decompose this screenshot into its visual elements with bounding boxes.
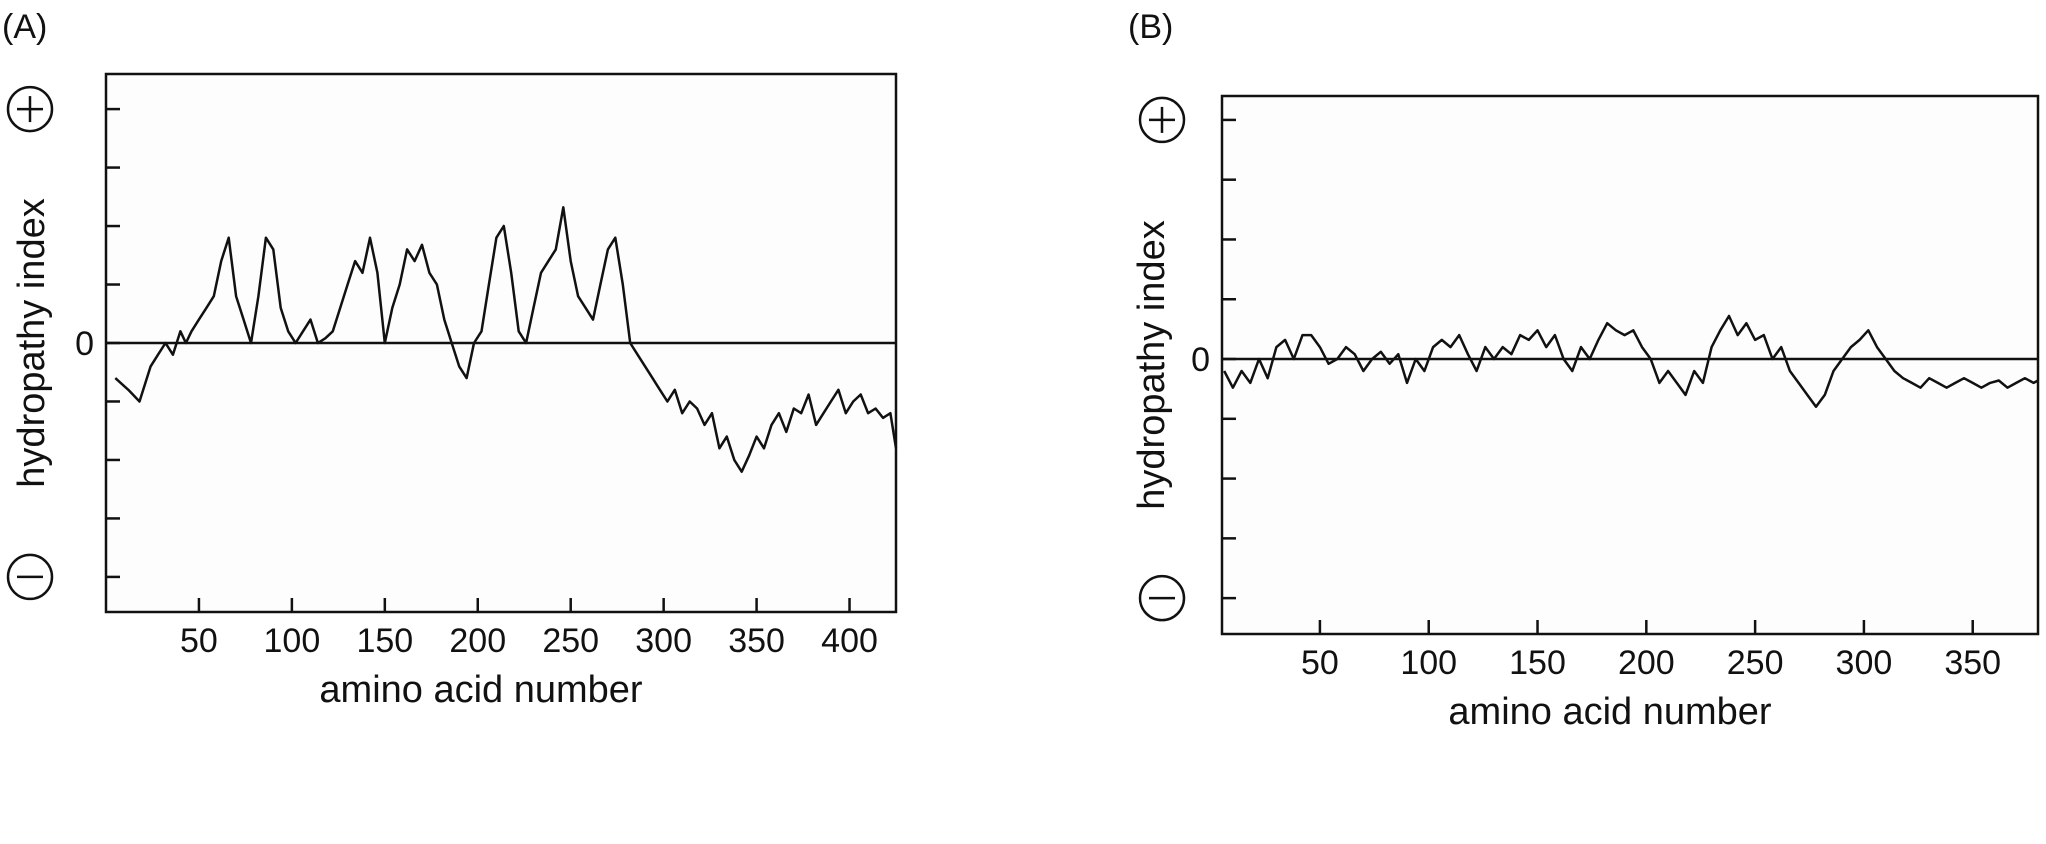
panel-a-plus-sign-icon (6, 85, 54, 133)
panel-b-plot-frame (1220, 94, 2040, 636)
panel-b-x-axis-label: amino acid number (1448, 691, 1772, 733)
panel-a-label: (A) (2, 8, 47, 46)
panel-b-y-axis-label: hydropathy index (1131, 220, 1173, 509)
panel-a-x-tick-label: 150 (356, 622, 413, 660)
panel-a-x-tick-label: 350 (728, 622, 785, 660)
panel-a-x-tick-label: 200 (449, 622, 506, 660)
panel-b-x-tick-label: 100 (1400, 644, 1457, 682)
panel-b-x-tick-label: 300 (1836, 644, 1893, 682)
panel-a-x-tick-label: 100 (264, 622, 321, 660)
panel-b-plus-sign-icon (1138, 96, 1186, 144)
panel-a-y-axis-label: hydropathy index (11, 198, 53, 487)
panel-a-x-axis-label: amino acid number (319, 669, 643, 711)
panel-b-minus-sign-icon (1138, 574, 1186, 622)
panel-a-x-tick-label: 50 (180, 622, 218, 660)
panel-b-x-tick-label: 350 (1944, 644, 2001, 682)
panel-a-minus-sign-icon (6, 553, 54, 601)
panel-b-y-tick-label: 0 (1191, 341, 1210, 379)
panel-a-x-tick-label: 250 (542, 622, 599, 660)
panel-a: (A) 0 50 100 150 200 250 300 350 400 amino acid nu… (2, 8, 898, 711)
panel-b-x-tick-label: 200 (1618, 644, 1675, 682)
panel-b-x-tick-label: 50 (1301, 644, 1339, 682)
panel-b-x-tick-label: 250 (1727, 644, 1784, 682)
panel-a-y-tick-label: 0 (75, 325, 94, 363)
panel-b-series-line (1223, 314, 2039, 409)
panel-a-x-tick-label: 300 (635, 622, 692, 660)
panel-b: (B) 0 50 100 150 200 250 300 350 amino acid numbe… (1128, 8, 2040, 733)
panel-a-x-tick-label: 400 (821, 622, 878, 660)
panel-b-label: (B) (1128, 8, 1173, 46)
panel-b-x-tick-label: 150 (1509, 644, 1566, 682)
panel-a-series-line (114, 206, 898, 473)
